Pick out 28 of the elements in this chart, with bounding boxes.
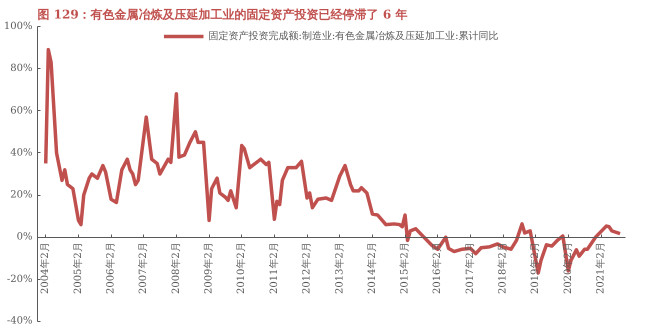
x-tick-label: 2006年2月 bbox=[104, 242, 117, 294]
y-tick-label: 20% bbox=[10, 190, 33, 201]
legend-label: 固定资产投资完成额:制造业:有色金属冶炼及压延加工业:累计同比 bbox=[208, 30, 499, 43]
y-tick-label: 0% bbox=[16, 232, 33, 243]
y-tick-label: 100% bbox=[4, 21, 33, 32]
x-tick-label: 2013年2月 bbox=[333, 242, 346, 294]
x-tick-label: 2004年2月 bbox=[39, 242, 52, 294]
x-tick-label: 2019年2月 bbox=[529, 242, 542, 294]
x-tick-label: 2018年2月 bbox=[496, 242, 509, 294]
x-tick-label: 2014年2月 bbox=[366, 242, 378, 294]
x-tick-label: 2008年2月 bbox=[170, 242, 182, 294]
x-tick-label: 2009年2月 bbox=[202, 242, 215, 294]
y-tick-label: 80% bbox=[10, 63, 33, 74]
x-tick-label: 2015年2月 bbox=[398, 242, 411, 294]
x-tick-label: 2016年2月 bbox=[431, 242, 444, 294]
x-tick-label: 2010年2月 bbox=[235, 242, 248, 294]
x-tick-label: 2007年2月 bbox=[137, 242, 150, 294]
x-tick-label: 2011年2月 bbox=[268, 242, 280, 294]
y-tick-label: 40% bbox=[10, 147, 33, 158]
x-tick-label: 2020年2月 bbox=[562, 242, 574, 294]
x-tick-label: 2005年2月 bbox=[72, 242, 84, 294]
x-tick-label: 2021年2月 bbox=[594, 242, 607, 294]
x-tick-label: 2017年2月 bbox=[464, 242, 476, 294]
chart-title: 图 129：有色金属冶炼及压延加工业的固定资产投资已经停滞了 6 年 bbox=[38, 8, 408, 22]
y-tick-label: -40% bbox=[6, 316, 33, 326]
x-tick-label: 2012年2月 bbox=[300, 242, 313, 294]
y-tick-label: 60% bbox=[10, 105, 33, 116]
y-tick-label: -20% bbox=[6, 274, 33, 285]
